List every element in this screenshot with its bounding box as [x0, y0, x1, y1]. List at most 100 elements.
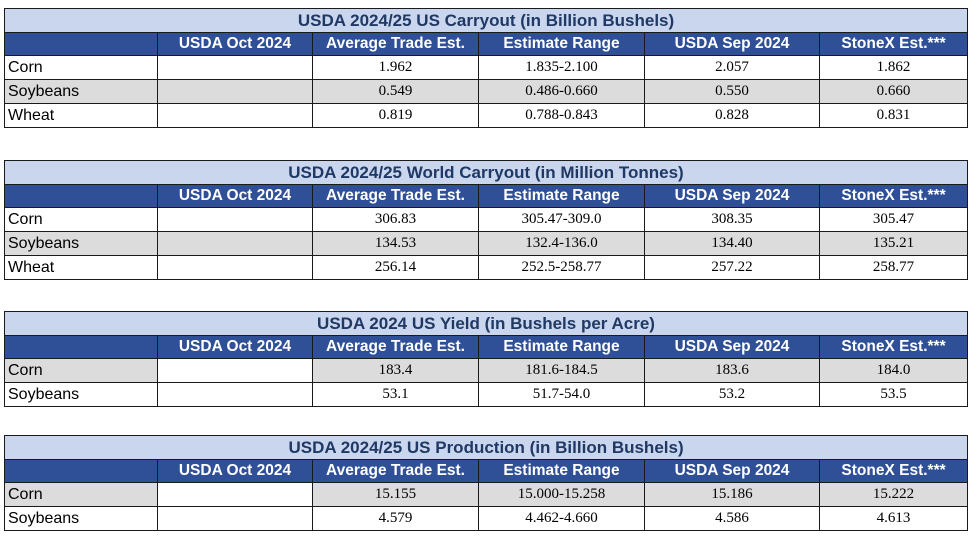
cell-avg-trade: 134.53 — [312, 231, 479, 256]
table-row: Corn 306.83 305.47-309.0 308.35 305.47 — [4, 207, 968, 232]
col-header-usda-sep: USDA Sep 2024 — [644, 459, 820, 483]
col-header-usda-oct: USDA Oct 2024 — [157, 335, 313, 359]
cell-avg-trade: 0.819 — [312, 103, 479, 128]
table-row: Wheat 256.14 252.5-258.77 257.22 258.77 — [4, 255, 968, 280]
cell-range: 0.788-0.843 — [478, 103, 645, 128]
table-title: USDA 2024/25 World Carryout (in Million … — [4, 160, 968, 185]
table-row: Corn 1.962 1.835-2.100 2.057 1.862 — [4, 55, 969, 80]
cell-stonex: 15.222 — [818, 482, 969, 507]
cell-stonex: 4.613 — [818, 506, 969, 531]
col-header-usda-oct: USDA Oct 2024 — [157, 459, 313, 483]
col-header-range: Estimate Range — [478, 32, 645, 56]
row-label: Corn — [4, 358, 158, 383]
row-header-blank — [4, 184, 158, 208]
cell-stonex: 305.47 — [819, 207, 968, 232]
cell-usda-sep: 308.35 — [644, 207, 820, 232]
cell-usda-oct — [157, 382, 313, 407]
col-header-usda-oct: USDA Oct 2024 — [157, 32, 313, 56]
cell-usda-oct — [157, 103, 313, 128]
col-header-avg-trade: Average Trade Est. — [312, 32, 479, 56]
col-header-usda-sep: USDA Sep 2024 — [644, 335, 820, 359]
row-label: Corn — [4, 207, 158, 232]
us-production-table: USDA 2024/25 US Production (in Billion B… — [3, 435, 969, 531]
table-row: Wheat 0.819 0.788-0.843 0.828 0.831 — [4, 103, 969, 128]
cell-avg-trade: 0.549 — [312, 79, 479, 104]
world-carryout-table: USDA 2024/25 World Carryout (in Million … — [4, 160, 968, 280]
cell-range: 181.6-184.5 — [478, 358, 645, 383]
cell-usda-sep: 4.586 — [644, 506, 820, 531]
col-header-avg-trade: Average Trade Est. — [312, 184, 479, 208]
cell-usda-oct — [157, 255, 313, 280]
row-label: Soybeans — [4, 231, 158, 256]
cell-stonex: 1.862 — [818, 55, 969, 80]
cell-stonex: 184.0 — [818, 358, 969, 383]
col-header-avg-trade: Average Trade Est. — [312, 459, 479, 483]
col-header-range: Estimate Range — [478, 459, 645, 483]
row-label: Wheat — [4, 103, 158, 128]
row-label: Soybeans — [4, 79, 158, 104]
cell-usda-sep: 15.186 — [644, 482, 820, 507]
cell-stonex: 258.77 — [819, 255, 968, 280]
table-row: Corn 183.4 181.6-184.5 183.6 184.0 — [4, 358, 969, 383]
table-row: Corn 15.155 15.000-15.258 15.186 15.222 — [4, 482, 969, 507]
table-row: Soybeans 134.53 132.4-136.0 134.40 135.2… — [4, 231, 968, 256]
us-carryout-table: USDA 2024/25 US Carryout (in Billion Bus… — [3, 8, 969, 128]
table-title: USDA 2024 US Yield (in Bushels per Acre) — [3, 311, 969, 336]
table-row: Soybeans 53.1 51.7-54.0 53.2 53.5 — [4, 382, 969, 407]
cell-range: 51.7-54.0 — [478, 382, 645, 407]
cell-stonex: 135.21 — [819, 231, 968, 256]
cell-avg-trade: 183.4 — [312, 358, 479, 383]
cell-usda-sep: 183.6 — [644, 358, 820, 383]
cell-usda-sep: 134.40 — [644, 231, 820, 256]
cell-usda-sep: 53.2 — [644, 382, 820, 407]
cell-usda-sep: 0.828 — [644, 103, 820, 128]
col-header-range: Estimate Range — [478, 335, 645, 359]
col-header-usda-oct: USDA Oct 2024 — [157, 184, 313, 208]
col-header-usda-sep: USDA Sep 2024 — [644, 32, 820, 56]
table-row: Soybeans 0.549 0.486-0.660 0.550 0.660 — [4, 79, 969, 104]
cell-usda-oct — [157, 79, 313, 104]
cell-avg-trade: 53.1 — [312, 382, 479, 407]
col-header-stonex: StoneX Est.*** — [818, 335, 969, 359]
col-header-avg-trade: Average Trade Est. — [312, 335, 479, 359]
row-label: Soybeans — [4, 506, 158, 531]
row-header-blank — [4, 32, 158, 56]
us-yield-table: USDA 2024 US Yield (in Bushels per Acre)… — [3, 311, 969, 407]
cell-range: 1.835-2.100 — [478, 55, 645, 80]
cell-avg-trade: 306.83 — [312, 207, 479, 232]
col-header-stonex: StoneX Est.*** — [819, 184, 968, 208]
cell-usda-sep: 0.550 — [644, 79, 820, 104]
cell-usda-oct — [157, 506, 313, 531]
cell-avg-trade: 15.155 — [312, 482, 479, 507]
cell-stonex: 0.660 — [818, 79, 969, 104]
cell-avg-trade: 1.962 — [312, 55, 479, 80]
col-header-range: Estimate Range — [478, 184, 645, 208]
cell-stonex: 53.5 — [818, 382, 969, 407]
cell-usda-oct — [157, 231, 313, 256]
col-header-stonex: StoneX Est.*** — [818, 32, 969, 56]
cell-usda-oct — [157, 358, 313, 383]
cell-range: 4.462-4.660 — [478, 506, 645, 531]
row-label: Corn — [4, 482, 158, 507]
cell-range: 15.000-15.258 — [478, 482, 645, 507]
cell-range: 0.486-0.660 — [478, 79, 645, 104]
row-label: Soybeans — [4, 382, 158, 407]
cell-usda-sep: 257.22 — [644, 255, 820, 280]
cell-avg-trade: 256.14 — [312, 255, 479, 280]
cell-avg-trade: 4.579 — [312, 506, 479, 531]
row-header-blank — [4, 335, 158, 359]
cell-range: 305.47-309.0 — [478, 207, 645, 232]
cell-stonex: 0.831 — [818, 103, 969, 128]
row-header-blank — [4, 459, 158, 483]
row-label: Wheat — [4, 255, 158, 280]
cell-range: 132.4-136.0 — [478, 231, 645, 256]
col-header-stonex: StoneX Est.*** — [818, 459, 969, 483]
col-header-usda-sep: USDA Sep 2024 — [644, 184, 820, 208]
table-row: Soybeans 4.579 4.462-4.660 4.586 4.613 — [4, 506, 969, 531]
cell-usda-oct — [157, 55, 313, 80]
row-label: Corn — [4, 55, 158, 80]
cell-usda-oct — [157, 207, 313, 232]
cell-usda-sep: 2.057 — [644, 55, 820, 80]
cell-usda-oct — [157, 482, 313, 507]
table-title: USDA 2024/25 US Production (in Billion B… — [3, 435, 969, 460]
